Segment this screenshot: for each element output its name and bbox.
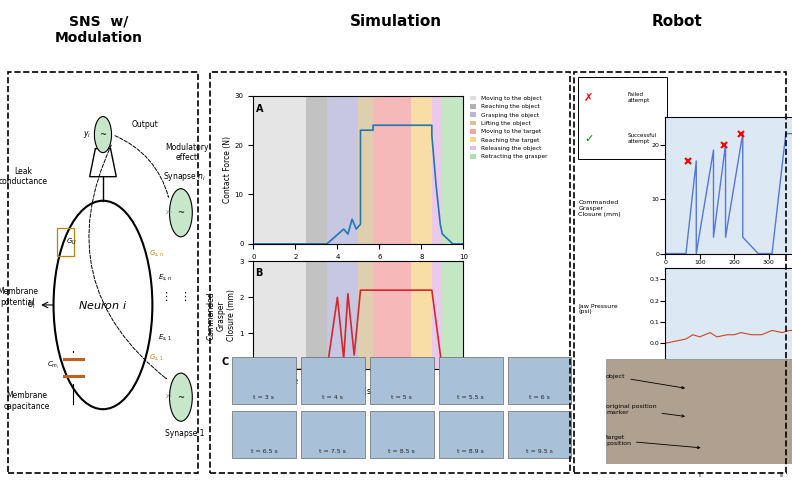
Text: $E_{s,1}$: $E_{s,1}$ — [158, 332, 172, 342]
Bar — [232, 356, 296, 404]
Text: I: I — [699, 472, 701, 478]
Text: t = 3 s: t = 3 s — [253, 395, 275, 400]
Bar — [306, 96, 327, 244]
Text: t = 9.5 s: t = 9.5 s — [526, 449, 553, 454]
Text: B: B — [256, 268, 263, 278]
Text: Commanded
Grasper
Closure (mm): Commanded Grasper Closure (mm) — [578, 200, 621, 217]
Text: $G_U$: $G_U$ — [66, 237, 77, 247]
Text: ~: ~ — [177, 393, 185, 402]
Text: $y_1$: $y_1$ — [165, 392, 173, 400]
Text: C: C — [222, 356, 229, 367]
Y-axis label: Commanded
Grasper
Closure (mm): Commanded Grasper Closure (mm) — [207, 289, 237, 341]
Text: Synapse 1: Synapse 1 — [165, 429, 204, 438]
Bar — [370, 411, 434, 458]
Text: Membrane
potential: Membrane potential — [0, 287, 38, 307]
Bar — [327, 96, 358, 244]
Text: Synapse $n_i$: Synapse $n_i$ — [163, 170, 206, 183]
Bar — [327, 261, 358, 369]
Bar — [432, 96, 442, 244]
Text: $E_{s,n}$: $E_{s,n}$ — [158, 272, 173, 282]
Text: $y_n$: $y_n$ — [165, 208, 173, 216]
Bar — [411, 261, 432, 369]
Text: t = 5.5 s: t = 5.5 s — [457, 395, 484, 400]
Bar — [301, 356, 365, 404]
Bar — [373, 96, 411, 244]
Text: Jaw Pressure
(psi): Jaw Pressure (psi) — [578, 304, 618, 314]
Bar — [306, 261, 327, 369]
Bar — [439, 411, 503, 458]
Bar — [442, 96, 463, 244]
Bar — [508, 356, 572, 404]
Text: ✓: ✓ — [584, 134, 593, 144]
FancyArrowPatch shape — [115, 136, 169, 197]
Text: Leak
conductance: Leak conductance — [0, 167, 48, 186]
Circle shape — [169, 373, 192, 421]
Bar — [253, 261, 306, 369]
Text: object: object — [606, 374, 684, 389]
Text: ⋮: ⋮ — [160, 292, 171, 302]
X-axis label: time (s): time (s) — [728, 377, 758, 386]
Text: t = 7.5 s: t = 7.5 s — [319, 449, 346, 454]
Bar — [411, 96, 432, 244]
Circle shape — [94, 116, 112, 153]
Bar — [358, 261, 373, 369]
Text: Neuron $i$: Neuron $i$ — [78, 299, 128, 311]
Bar — [442, 261, 463, 369]
Text: t = 5 s: t = 5 s — [391, 395, 412, 400]
Text: ✗: ✗ — [584, 93, 593, 103]
Text: II: II — [779, 472, 783, 478]
Y-axis label: Contact Force (N): Contact Force (N) — [223, 136, 232, 203]
Text: original position
marker: original position marker — [606, 404, 684, 417]
Text: ⋮: ⋮ — [179, 292, 190, 302]
Text: $y_i$: $y_i$ — [83, 129, 92, 140]
Bar — [439, 356, 503, 404]
Circle shape — [169, 189, 192, 237]
Text: t = 8.5 s: t = 8.5 s — [388, 449, 415, 454]
FancyArrowPatch shape — [89, 145, 166, 379]
Text: t = 6.5 s: t = 6.5 s — [250, 449, 277, 454]
Text: Simulation: Simulation — [350, 14, 442, 29]
Text: target
position: target position — [606, 435, 700, 449]
Text: SNS  w/
Modulation: SNS w/ Modulation — [55, 14, 143, 45]
Text: $C_{m_i}$: $C_{m_i}$ — [48, 360, 60, 371]
Bar — [301, 411, 365, 458]
Text: t = 4 s: t = 4 s — [322, 395, 344, 400]
Text: A: A — [256, 104, 263, 114]
X-axis label: Time (s): Time (s) — [343, 386, 374, 396]
Text: t = 8.9 s: t = 8.9 s — [457, 449, 484, 454]
Text: $G_{s,n}$: $G_{s,n}$ — [149, 248, 164, 258]
Text: Successful
attempt: Successful attempt — [627, 133, 657, 144]
Bar — [232, 411, 296, 458]
Text: ~: ~ — [177, 208, 185, 217]
Text: t = 6 s: t = 6 s — [529, 395, 550, 400]
Text: Robot: Robot — [652, 14, 703, 29]
Text: Failed
attempt: Failed attempt — [627, 92, 649, 103]
Bar — [253, 96, 306, 244]
Text: $G_{s,1}$: $G_{s,1}$ — [149, 352, 164, 362]
Bar — [57, 228, 74, 256]
Bar — [358, 96, 373, 244]
Legend: Moving to the object, Reaching the object, Grasping the object, Lifting the obje: Moving to the object, Reaching the objec… — [470, 96, 547, 159]
Bar — [508, 411, 572, 458]
Text: Output: Output — [131, 120, 158, 129]
Text: Membrane
capacitance: Membrane capacitance — [4, 392, 50, 411]
Bar — [373, 261, 411, 369]
X-axis label: Time (s): Time (s) — [343, 261, 374, 270]
Text: $U_i$: $U_i$ — [28, 298, 36, 311]
Bar — [370, 356, 434, 404]
Text: Modulatory
effect: Modulatory effect — [165, 143, 208, 162]
Text: ~: ~ — [100, 130, 106, 139]
Bar — [432, 261, 442, 369]
